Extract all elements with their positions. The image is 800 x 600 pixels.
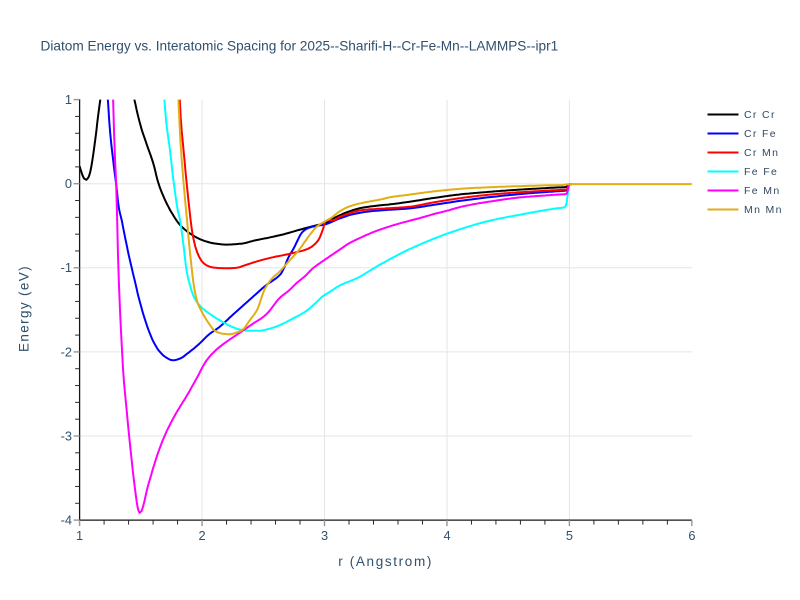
svg-text:Cr Mn: Cr Mn (744, 147, 779, 159)
svg-text:5: 5 (566, 528, 573, 543)
svg-text:-3: -3 (61, 428, 72, 443)
svg-text:0: 0 (65, 176, 72, 191)
svg-text:3: 3 (321, 528, 328, 543)
svg-text:Cr Cr: Cr Cr (744, 109, 776, 121)
svg-text:-4: -4 (61, 513, 72, 528)
svg-text:1: 1 (65, 92, 72, 107)
svg-text:-1: -1 (61, 260, 72, 275)
svg-text:Fe Mn: Fe Mn (744, 185, 781, 197)
svg-text:Energy (eV): Energy (eV) (16, 265, 31, 352)
svg-text:Diatom Energy vs. Interatomic: Diatom Energy vs. Interatomic Spacing fo… (41, 38, 559, 53)
svg-text:6: 6 (688, 528, 695, 543)
svg-text:Cr Fe: Cr Fe (744, 128, 777, 140)
svg-text:4: 4 (443, 528, 450, 543)
svg-text:Fe Fe: Fe Fe (744, 166, 778, 178)
svg-text:1: 1 (76, 528, 83, 543)
svg-text:-2: -2 (61, 344, 72, 359)
svg-text:Mn Mn: Mn Mn (744, 204, 783, 216)
svg-text:r (Angstrom): r (Angstrom) (338, 554, 433, 569)
svg-text:2: 2 (199, 528, 206, 543)
